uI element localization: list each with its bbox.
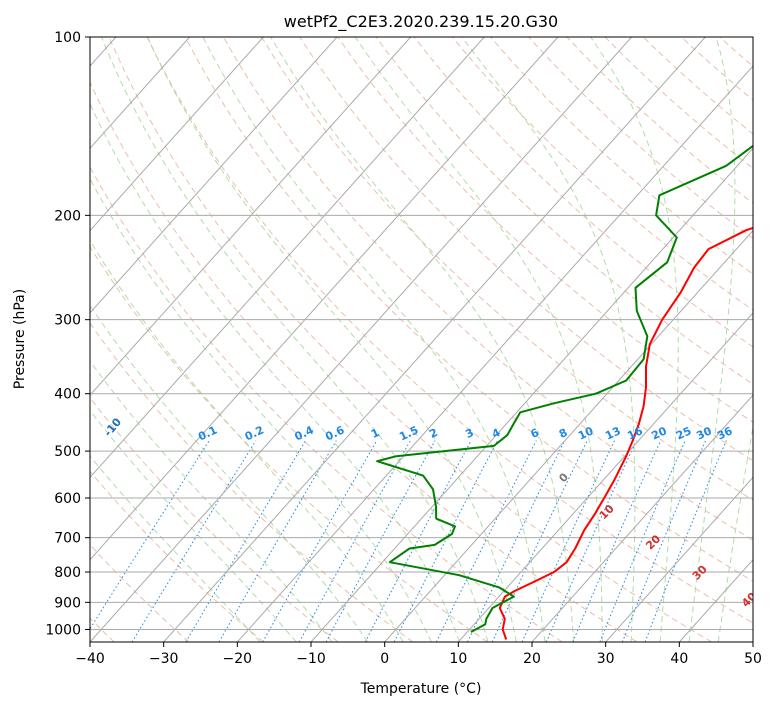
- mixing-ratio-line: [599, 440, 686, 642]
- x-tick-label: 10: [449, 651, 467, 667]
- dry-adiabat-line: [528, 37, 753, 239]
- mixing-ratio-line: [90, 440, 210, 630]
- dry-adiabat-line: [108, 37, 712, 642]
- x-tick-label: −40: [75, 651, 105, 667]
- moist-adiabat-line: [461, 37, 636, 642]
- moist-adiabat-line: [717, 424, 753, 642]
- isotherm-line: [90, 37, 485, 479]
- x-tick-label: 50: [744, 651, 762, 667]
- mixing-ratio-label: 10: [576, 424, 596, 442]
- mixing-ratio-label: 20: [649, 424, 669, 442]
- x-tick-label: 20: [523, 651, 541, 667]
- moist-adiabat-line: [590, 37, 679, 642]
- mixing-ratio-line: [131, 440, 257, 642]
- isotherm-line: [90, 37, 559, 561]
- x-tick-label: −20: [223, 651, 253, 667]
- moist-adiabat-line: [90, 239, 404, 642]
- moist-adiabat-line: [270, 37, 575, 642]
- mixing-ratio-line: [521, 440, 615, 642]
- moist-adiabat-line: [688, 37, 736, 642]
- isotherm-line: [236, 65, 753, 642]
- mixing-ratio-line: [298, 440, 411, 642]
- mixing-ratio-line: [325, 440, 436, 642]
- isotherm-line: [605, 476, 753, 642]
- dewpoint-profile-line: [376, 144, 753, 633]
- dry-adiabat-line: [90, 81, 638, 642]
- y-axis-title: Pressure (hPa): [12, 289, 28, 389]
- dry-adiabat-line: [90, 397, 339, 642]
- dry-adiabat-line: [146, 37, 753, 624]
- isotherm-line: [90, 37, 191, 150]
- y-tick-label: 1000: [45, 622, 81, 638]
- y-tick-label: 800: [54, 565, 81, 581]
- moist-adiabat-line: [90, 409, 297, 642]
- temperature-profile-line: [498, 226, 753, 640]
- axes: −40 −30 −20 −10 0 10 20 30 40 50 100 200 300 400 500 60…: [45, 30, 762, 667]
- isotherm-line: [90, 37, 264, 232]
- y-tick-label: 200: [54, 208, 81, 224]
- dry-adiabat-line: [90, 322, 414, 642]
- x-tick-label: 30: [597, 651, 615, 667]
- dry-adiabat-line: [222, 37, 753, 541]
- y-tick-label: 300: [54, 313, 81, 329]
- isotherm-line: [531, 394, 753, 642]
- dry-adiabat-line: [490, 37, 753, 275]
- dry-adiabat-line: [261, 37, 753, 501]
- x-axis-title: Temperature (°C): [360, 681, 482, 697]
- moist-adiabat-line: [90, 455, 261, 642]
- y-tick-label: 600: [54, 491, 81, 507]
- y-tick-label: 500: [54, 444, 81, 460]
- y-tick-label: 900: [54, 595, 81, 611]
- isotherm-line: [163, 37, 706, 642]
- moist-adiabat-line: [90, 102, 461, 642]
- mixing-ratio-line: [218, 440, 337, 642]
- plot-area: [90, 37, 753, 642]
- moist-adiabat-line: [354, 37, 603, 642]
- dry-adiabat-line: [184, 37, 753, 582]
- mixing-ratio-line: [185, 440, 307, 642]
- chart-title: wetPf2_C2E3.2020.239.15.20.G30: [284, 12, 558, 32]
- x-tick-label: 0: [380, 651, 389, 667]
- mixing-ratio-line: [435, 440, 537, 642]
- x-tick-label: −10: [296, 651, 326, 667]
- moist-adiabat-line: [101, 37, 489, 642]
- dry-adiabat-line: [90, 245, 488, 642]
- mixing-ratio-label: 36: [715, 424, 735, 442]
- mixing-ratio-label: 25: [674, 424, 693, 442]
- mixing-ratio-line: [572, 440, 662, 642]
- moist-adiabat-line: [202, 37, 546, 642]
- plot-frame: [89, 36, 754, 643]
- mixing-ratio-label: 16: [625, 424, 645, 442]
- isotherm-line: [384, 229, 753, 642]
- moist-adiabat-line: [90, 304, 369, 642]
- isotherm-line: [457, 312, 753, 642]
- mixing-ratio-line: [545, 440, 637, 642]
- isotherm-line: [90, 37, 338, 314]
- x-tick-label: 40: [670, 651, 688, 667]
- isotherm-line: [90, 37, 412, 396]
- dry-adiabat-line: [337, 37, 753, 423]
- moist-adiabat-line: [90, 360, 333, 642]
- y-tick-label: 400: [54, 387, 81, 403]
- dry-adiabat-line: [413, 37, 753, 348]
- dry-adiabat-line: [375, 37, 753, 385]
- isotherm-line: [90, 37, 633, 642]
- dry-adiabat-line: [452, 37, 753, 311]
- y-tick-label: 100: [54, 30, 81, 46]
- y-tick-label: 700: [54, 531, 81, 547]
- mixing-ratio-line: [262, 440, 378, 642]
- isotherm-line: [310, 147, 753, 642]
- dry-adiabat-line: [90, 165, 563, 642]
- mixing-ratio-label: 13: [603, 424, 622, 442]
- mixing-ratio-label: 30: [694, 424, 714, 442]
- x-tick-label: −30: [149, 651, 179, 667]
